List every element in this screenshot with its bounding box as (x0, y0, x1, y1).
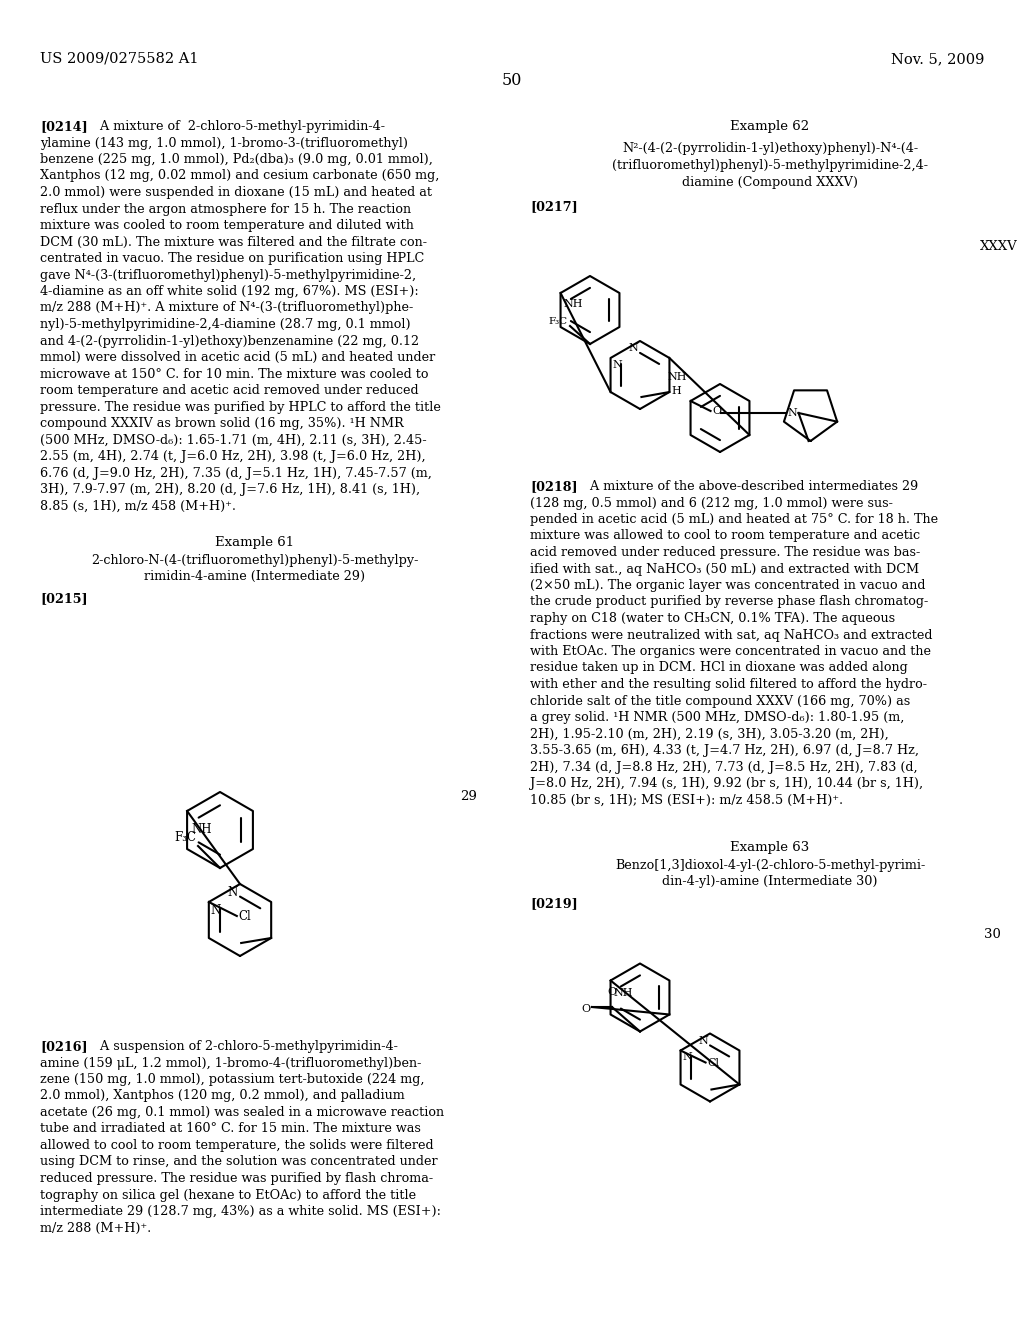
Text: m/z 288 (M+H)⁺.: m/z 288 (M+H)⁺. (40, 1221, 152, 1234)
Text: [0216]: [0216] (40, 1040, 88, 1053)
Text: m/z 288 (M+H)⁺. A mixture of N⁴-(3-(trifluoromethyl)phe-: m/z 288 (M+H)⁺. A mixture of N⁴-(3-(trif… (40, 301, 414, 314)
Text: fractions were neutralized with sat, aq NaHCO₃ and extracted: fractions were neutralized with sat, aq … (530, 628, 933, 642)
Text: N: N (612, 360, 623, 370)
Text: N²-(4-(2-(pyrrolidin-1-yl)ethoxy)phenyl)-N⁴-(4-: N²-(4-(2-(pyrrolidin-1-yl)ethoxy)phenyl)… (622, 143, 919, 154)
Text: N: N (698, 1035, 708, 1045)
Text: and 4-(2-(pyrrolidin-1-yl)ethoxy)benzenamine (22 mg, 0.12: and 4-(2-(pyrrolidin-1-yl)ethoxy)benzena… (40, 334, 419, 347)
Text: H: H (672, 385, 681, 396)
Text: DCM (30 mL). The mixture was filtered and the filtrate con-: DCM (30 mL). The mixture was filtered an… (40, 235, 427, 248)
Text: 4-diamine as an off white solid (192 mg, 67%). MS (ESI+):: 4-diamine as an off white solid (192 mg,… (40, 285, 419, 298)
Text: A suspension of 2-chloro-5-methylpyrimidin-4-: A suspension of 2-chloro-5-methylpyrimid… (92, 1040, 398, 1053)
Text: XXXV: XXXV (980, 240, 1018, 253)
Text: 30: 30 (984, 928, 1000, 940)
Text: mixture was allowed to cool to room temperature and acetic: mixture was allowed to cool to room temp… (530, 529, 921, 543)
Text: N: N (629, 343, 638, 352)
Text: [0219]: [0219] (530, 898, 578, 911)
Text: NH: NH (668, 372, 687, 381)
Text: 29: 29 (460, 789, 477, 803)
Text: NH: NH (613, 989, 633, 998)
Text: [0218]: [0218] (530, 480, 578, 492)
Text: F₃C: F₃C (549, 317, 568, 326)
Text: (500 MHz, DMSO-d₆): 1.65-1.71 (m, 4H), 2.11 (s, 3H), 2.45-: (500 MHz, DMSO-d₆): 1.65-1.71 (m, 4H), 2… (40, 433, 427, 446)
Text: rimidin-4-amine (Intermediate 29): rimidin-4-amine (Intermediate 29) (144, 570, 366, 583)
Text: tography on silica gel (hexane to EtOAc) to afford the title: tography on silica gel (hexane to EtOAc)… (40, 1188, 416, 1201)
Text: 2.55 (m, 4H), 2.74 (t, J=6.0 Hz, 2H), 3.98 (t, J=6.0 Hz, 2H),: 2.55 (m, 4H), 2.74 (t, J=6.0 Hz, 2H), 3.… (40, 450, 426, 463)
Text: 3.55-3.65 (m, 6H), 4.33 (t, J=4.7 Hz, 2H), 6.97 (d, J=8.7 Hz,: 3.55-3.65 (m, 6H), 4.33 (t, J=4.7 Hz, 2H… (530, 744, 919, 756)
Text: tube and irradiated at 160° C. for 15 min. The mixture was: tube and irradiated at 160° C. for 15 mi… (40, 1122, 421, 1135)
Text: chloride salt of the title compound XXXV (166 mg, 70%) as: chloride salt of the title compound XXXV… (530, 694, 910, 708)
Text: diamine (Compound XXXV): diamine (Compound XXXV) (682, 176, 858, 189)
Text: Nov. 5, 2009: Nov. 5, 2009 (891, 51, 984, 66)
Text: intermediate 29 (128.7 mg, 43%) as a white solid. MS (ESI+):: intermediate 29 (128.7 mg, 43%) as a whi… (40, 1205, 441, 1218)
Text: N: N (787, 408, 798, 418)
Text: using DCM to rinse, and the solution was concentrated under: using DCM to rinse, and the solution was… (40, 1155, 437, 1168)
Text: 10.85 (br s, 1H); MS (ESI+): m/z 458.5 (M+H)⁺.: 10.85 (br s, 1H); MS (ESI+): m/z 458.5 (… (530, 793, 843, 807)
Text: O: O (713, 407, 722, 416)
Text: benzene (225 mg, 1.0 mmol), Pd₂(dba)₃ (9.0 mg, 0.01 mmol),: benzene (225 mg, 1.0 mmol), Pd₂(dba)₃ (9… (40, 153, 433, 166)
Text: [0217]: [0217] (530, 201, 578, 213)
Text: amine (159 μL, 1.2 mmol), 1-bromo-4-(trifluoromethyl)ben-: amine (159 μL, 1.2 mmol), 1-bromo-4-(tri… (40, 1056, 421, 1069)
Text: (2×50 mL). The organic layer was concentrated in vacuo and: (2×50 mL). The organic layer was concent… (530, 579, 926, 591)
Text: nyl)-5-methylpyrimidine-2,4-diamine (28.7 mg, 0.1 mmol): nyl)-5-methylpyrimidine-2,4-diamine (28.… (40, 318, 411, 331)
Text: 2.0 mmol) were suspended in dioxane (15 mL) and heated at: 2.0 mmol) were suspended in dioxane (15 … (40, 186, 432, 199)
Text: reflux under the argon atmosphere for 15 h. The reaction: reflux under the argon atmosphere for 15… (40, 202, 411, 215)
Text: (trifluoromethyl)phenyl)-5-methylpyrimidine-2,4-: (trifluoromethyl)phenyl)-5-methylpyrimid… (612, 158, 928, 172)
Text: ified with sat., aq NaHCO₃ (50 mL) and extracted with DCM: ified with sat., aq NaHCO₃ (50 mL) and e… (530, 562, 920, 576)
Text: Example 62: Example 62 (730, 120, 810, 133)
Text: 8.85 (s, 1H), m/z 458 (M+H)⁺.: 8.85 (s, 1H), m/z 458 (M+H)⁺. (40, 499, 236, 512)
Text: Xantphos (12 mg, 0.02 mmol) and cesium carbonate (650 mg,: Xantphos (12 mg, 0.02 mmol) and cesium c… (40, 169, 439, 182)
Text: O: O (607, 987, 616, 997)
Text: O: O (581, 1005, 590, 1014)
Text: with EtOAc. The organics were concentrated in vacuo and the: with EtOAc. The organics were concentrat… (530, 645, 931, 657)
Text: pressure. The residue was purified by HPLC to afford the title: pressure. The residue was purified by HP… (40, 400, 441, 413)
Text: A mixture of  2-chloro-5-methyl-pyrimidin-4-: A mixture of 2-chloro-5-methyl-pyrimidin… (92, 120, 385, 133)
Text: gave N⁴-(3-(trifluoromethyl)phenyl)-5-methylpyrimidine-2,: gave N⁴-(3-(trifluoromethyl)phenyl)-5-me… (40, 268, 416, 281)
Text: NH: NH (191, 822, 212, 836)
Text: allowed to cool to room temperature, the solids were filtered: allowed to cool to room temperature, the… (40, 1139, 433, 1152)
Text: the crude product purified by reverse phase flash chromatog-: the crude product purified by reverse ph… (530, 595, 928, 609)
Text: ylamine (143 mg, 1.0 mmol), 1-bromo-3-(trifluoromethyl): ylamine (143 mg, 1.0 mmol), 1-bromo-3-(t… (40, 136, 408, 149)
Text: acetate (26 mg, 0.1 mmol) was sealed in a microwave reaction: acetate (26 mg, 0.1 mmol) was sealed in … (40, 1106, 444, 1119)
Text: US 2009/0275582 A1: US 2009/0275582 A1 (40, 51, 199, 66)
Text: (128 mg, 0.5 mmol) and 6 (212 mg, 1.0 mmol) were sus-: (128 mg, 0.5 mmol) and 6 (212 mg, 1.0 mm… (530, 496, 893, 510)
Text: Cl: Cl (708, 1057, 720, 1068)
Text: F₃C: F₃C (174, 832, 196, 843)
Text: mmol) were dissolved in acetic acid (5 mL) and heated under: mmol) were dissolved in acetic acid (5 m… (40, 351, 435, 364)
Text: N: N (211, 904, 221, 917)
Text: compound XXXIV as brown solid (16 mg, 35%). ¹H NMR: compound XXXIV as brown solid (16 mg, 35… (40, 417, 403, 430)
Text: residue taken up in DCM. HCl in dioxane was added along: residue taken up in DCM. HCl in dioxane … (530, 661, 907, 675)
Text: acid removed under reduced pressure. The residue was bas-: acid removed under reduced pressure. The… (530, 546, 921, 558)
Text: a grey solid. ¹H NMR (500 MHz, DMSO-d₆): 1.80-1.95 (m,: a grey solid. ¹H NMR (500 MHz, DMSO-d₆):… (530, 711, 904, 723)
Text: reduced pressure. The residue was purified by flash chroma-: reduced pressure. The residue was purifi… (40, 1172, 433, 1185)
Text: [0215]: [0215] (40, 591, 88, 605)
Text: Example 63: Example 63 (730, 842, 810, 854)
Text: with ether and the resulting solid filtered to afford the hydro-: with ether and the resulting solid filte… (530, 678, 927, 690)
Text: din-4-yl)-amine (Intermediate 30): din-4-yl)-amine (Intermediate 30) (663, 875, 878, 888)
Text: microwave at 150° C. for 10 min. The mixture was cooled to: microwave at 150° C. for 10 min. The mix… (40, 367, 428, 380)
Text: [0214]: [0214] (40, 120, 88, 133)
Text: Cl: Cl (239, 909, 252, 923)
Text: A mixture of the above-described intermediates 29: A mixture of the above-described interme… (582, 480, 919, 492)
Text: room temperature and acetic acid removed under reduced: room temperature and acetic acid removed… (40, 384, 419, 397)
Text: centrated in vacuo. The residue on purification using HPLC: centrated in vacuo. The residue on purif… (40, 252, 424, 265)
Text: 3H), 7.9-7.97 (m, 2H), 8.20 (d, J=7.6 Hz, 1H), 8.41 (s, 1H),: 3H), 7.9-7.97 (m, 2H), 8.20 (d, J=7.6 Hz… (40, 483, 420, 496)
Text: zene (150 mg, 1.0 mmol), potassium tert-butoxide (224 mg,: zene (150 mg, 1.0 mmol), potassium tert-… (40, 1073, 425, 1086)
Text: J=8.0 Hz, 2H), 7.94 (s, 1H), 9.92 (br s, 1H), 10.44 (br s, 1H),: J=8.0 Hz, 2H), 7.94 (s, 1H), 9.92 (br s,… (530, 777, 923, 789)
Text: mixture was cooled to room temperature and diluted with: mixture was cooled to room temperature a… (40, 219, 414, 232)
Text: 6.76 (d, J=9.0 Hz, 2H), 7.35 (d, J=5.1 Hz, 1H), 7.45-7.57 (m,: 6.76 (d, J=9.0 Hz, 2H), 7.35 (d, J=5.1 H… (40, 466, 432, 479)
Text: Benzo[1,3]dioxol-4-yl-(2-chloro-5-methyl-pyrimi-: Benzo[1,3]dioxol-4-yl-(2-chloro-5-methyl… (614, 859, 925, 873)
Text: N: N (227, 886, 238, 899)
Text: 50: 50 (502, 73, 522, 88)
Text: 2H), 7.34 (d, J=8.8 Hz, 2H), 7.73 (d, J=8.5 Hz, 2H), 7.83 (d,: 2H), 7.34 (d, J=8.8 Hz, 2H), 7.73 (d, J=… (530, 760, 918, 774)
Text: N: N (683, 1052, 692, 1063)
Text: 2-chloro-N-(4-(trifluoromethyl)phenyl)-5-methylpy-: 2-chloro-N-(4-(trifluoromethyl)phenyl)-5… (91, 554, 419, 568)
Text: NH: NH (563, 300, 583, 309)
Text: raphy on C18 (water to CH₃CN, 0.1% TFA). The aqueous: raphy on C18 (water to CH₃CN, 0.1% TFA).… (530, 612, 895, 624)
Text: 2H), 1.95-2.10 (m, 2H), 2.19 (s, 3H), 3.05-3.20 (m, 2H),: 2H), 1.95-2.10 (m, 2H), 2.19 (s, 3H), 3.… (530, 727, 889, 741)
Text: pended in acetic acid (5 mL) and heated at 75° C. for 18 h. The: pended in acetic acid (5 mL) and heated … (530, 513, 938, 525)
Text: 2.0 mmol), Xantphos (120 mg, 0.2 mmol), and palladium: 2.0 mmol), Xantphos (120 mg, 0.2 mmol), … (40, 1089, 404, 1102)
Text: Example 61: Example 61 (215, 536, 295, 549)
